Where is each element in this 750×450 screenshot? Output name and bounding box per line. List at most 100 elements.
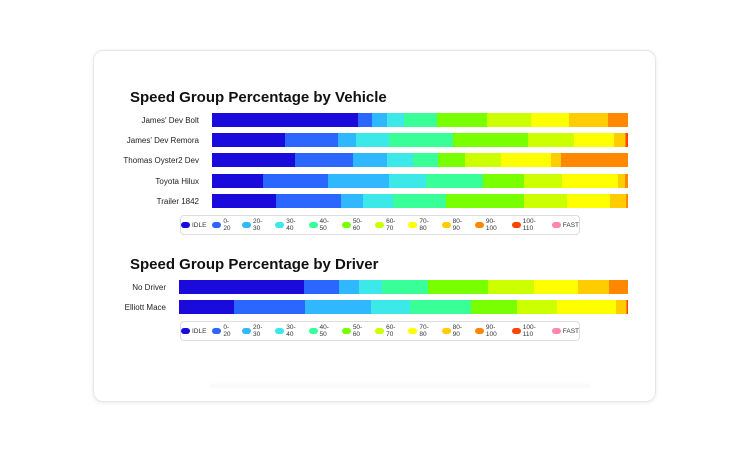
bar-segment-60-70[interactable] xyxy=(487,280,535,294)
bar-segment-20-30[interactable] xyxy=(305,300,371,314)
legend-item[interactable]: IDLE xyxy=(180,328,206,335)
bar-segment-70-80[interactable] xyxy=(531,113,569,127)
bar-segment-80-90[interactable] xyxy=(577,280,609,294)
legend-item[interactable]: 20-30 xyxy=(242,324,269,338)
legend-item[interactable]: 50-60 xyxy=(341,324,369,338)
stacked-bar[interactable] xyxy=(212,174,628,188)
legend-item[interactable]: 80-90 xyxy=(441,324,469,338)
stacked-bar[interactable] xyxy=(212,153,628,167)
bar-segment-70-80[interactable] xyxy=(562,174,618,188)
bar-segment-50-60[interactable] xyxy=(483,174,525,188)
bar-segment-40-50[interactable] xyxy=(426,174,484,188)
bar-segment-90-100[interactable] xyxy=(626,194,628,208)
bar-segment-20-30[interactable] xyxy=(338,280,360,294)
bar-segment-idle[interactable] xyxy=(212,133,286,147)
bar-segment-20-30[interactable] xyxy=(341,194,364,208)
bar-segment-0-20[interactable] xyxy=(295,153,354,167)
legend-item[interactable]: 30-40 xyxy=(275,324,302,338)
legend-item[interactable]: 100-110 xyxy=(511,218,546,232)
bar-segment-30-40[interactable] xyxy=(356,133,389,147)
bar-segment-idle[interactable] xyxy=(179,280,304,294)
bar-segment-20-30[interactable] xyxy=(338,133,357,147)
bar-segment-90-100[interactable] xyxy=(607,113,628,127)
bar-segment-30-40[interactable] xyxy=(363,194,394,208)
stacked-bar[interactable] xyxy=(212,113,628,127)
bar-segment-20-30[interactable] xyxy=(353,153,388,167)
legend-item[interactable]: 90-100 xyxy=(475,324,506,338)
bar-segment-80-90[interactable] xyxy=(568,113,608,127)
bar-segment-60-70[interactable] xyxy=(524,194,567,208)
legend-item[interactable]: 0-20 xyxy=(212,218,236,232)
bar-segment-50-60[interactable] xyxy=(437,113,487,127)
bar-segment-60-70[interactable] xyxy=(524,174,563,188)
legend-item[interactable]: 60-70 xyxy=(375,324,402,338)
bar-segment-70-80[interactable] xyxy=(566,194,611,208)
bar-segment-60-70[interactable] xyxy=(516,300,558,314)
stacked-bar[interactable] xyxy=(212,133,628,147)
legend-item[interactable]: 40-50 xyxy=(308,218,336,232)
bar-segment-90-100[interactable] xyxy=(624,133,627,147)
stacked-bar[interactable] xyxy=(179,280,628,294)
bar-segment-0-20[interactable] xyxy=(263,174,329,188)
bar-segment-80-90[interactable] xyxy=(614,133,625,147)
stacked-bar[interactable] xyxy=(212,194,628,208)
legend-item[interactable]: 100-110 xyxy=(511,324,546,338)
bar-segment-60-70[interactable] xyxy=(528,133,574,147)
bar-segment-0-20[interactable] xyxy=(303,280,339,294)
bar-segment-60-70[interactable] xyxy=(465,153,502,167)
bar-segment-80-90[interactable] xyxy=(616,300,627,314)
bar-segment-40-50[interactable] xyxy=(393,194,447,208)
legend-item[interactable]: 80-90 xyxy=(441,218,469,232)
bar-segment-idle[interactable] xyxy=(179,300,235,314)
bar-segment-50-60[interactable] xyxy=(452,133,528,147)
bar-segment-50-60[interactable] xyxy=(446,194,525,208)
bar-segment-90-100[interactable] xyxy=(561,153,628,167)
bar-segment-30-40[interactable] xyxy=(387,153,414,167)
bar-segment-80-90[interactable] xyxy=(610,194,627,208)
legend-item[interactable]: 0-20 xyxy=(212,324,236,338)
bar-segment-idle[interactable] xyxy=(212,153,296,167)
bar-segment-0-20[interactable] xyxy=(285,133,339,147)
bar-segment-80-90[interactable] xyxy=(550,153,562,167)
bar-segment-70-80[interactable] xyxy=(534,280,578,294)
bar-segment-idle[interactable] xyxy=(212,113,359,127)
bar-segment-70-80[interactable] xyxy=(557,300,617,314)
bar-segment-30-40[interactable] xyxy=(389,174,427,188)
bar-segment-90-100[interactable] xyxy=(608,280,628,294)
legend-item[interactable]: FAST xyxy=(551,222,579,229)
legend-item[interactable]: 60-70 xyxy=(375,218,402,232)
bar-segment-30-40[interactable] xyxy=(359,280,383,294)
bar-segment-0-20[interactable] xyxy=(276,194,342,208)
bar-segment-70-80[interactable] xyxy=(501,153,551,167)
legend-item[interactable]: 70-80 xyxy=(408,324,435,338)
bar-segment-30-40[interactable] xyxy=(387,113,404,127)
bar-segment-20-30[interactable] xyxy=(371,113,388,127)
bar-segment-50-60[interactable] xyxy=(471,300,517,314)
legend-item[interactable]: 90-100 xyxy=(475,218,506,232)
bar-segment-idle[interactable] xyxy=(212,194,277,208)
bar-segment-40-50[interactable] xyxy=(403,113,438,127)
bar-segment-90-100[interactable] xyxy=(625,174,628,188)
bar-segment-30-40[interactable] xyxy=(370,300,410,314)
bar-segment-idle[interactable] xyxy=(212,174,264,188)
bar-segment-80-90[interactable] xyxy=(617,174,626,188)
legend-item[interactable]: 20-30 xyxy=(242,218,269,232)
bar-segment-40-50[interactable] xyxy=(388,133,453,147)
bar-segment-0-20[interactable] xyxy=(358,113,372,127)
legend-item[interactable]: 70-80 xyxy=(408,218,435,232)
bar-segment-50-60[interactable] xyxy=(427,280,488,294)
bar-segment-70-80[interactable] xyxy=(573,133,615,147)
bar-segment-40-50[interactable] xyxy=(382,280,428,294)
bar-segment-0-20[interactable] xyxy=(234,300,306,314)
bar-segment-40-50[interactable] xyxy=(413,153,439,167)
bar-segment-60-70[interactable] xyxy=(486,113,532,127)
legend-item[interactable]: 40-50 xyxy=(308,324,336,338)
bar-segment-100-110[interactable] xyxy=(626,133,628,147)
legend-item[interactable]: 30-40 xyxy=(275,218,302,232)
legend-item[interactable]: IDLE xyxy=(180,222,206,229)
bar-segment-40-50[interactable] xyxy=(409,300,472,314)
legend-item[interactable]: FAST xyxy=(551,328,579,335)
bar-segment-90-100[interactable] xyxy=(626,300,628,314)
bar-segment-50-60[interactable] xyxy=(438,153,466,167)
legend-item[interactable]: 50-60 xyxy=(341,218,369,232)
